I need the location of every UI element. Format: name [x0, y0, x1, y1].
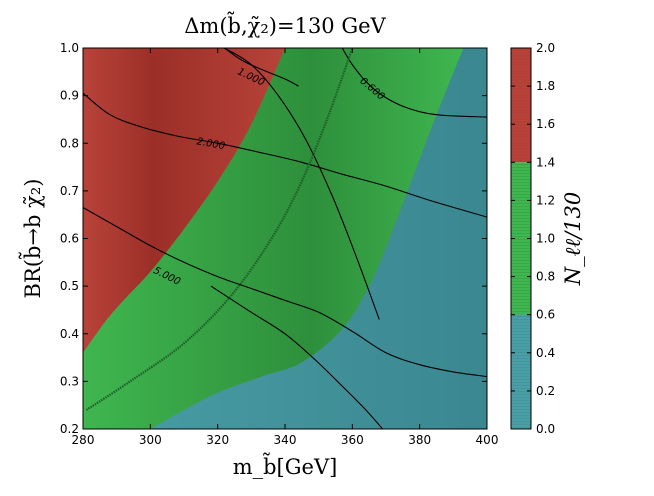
contour-line: [83, 207, 487, 378]
y-tick-label: 0.5: [60, 279, 79, 293]
colorbar-tick-label: 1.6: [536, 117, 555, 131]
colorbar-tick-label: 0.6: [536, 308, 555, 322]
colorbar-tick-label: 0.4: [536, 346, 555, 360]
contour-line: [210, 285, 384, 429]
colorbar-tick-label: 1.0: [536, 232, 555, 246]
x-tick-label: 280: [72, 433, 95, 447]
y-tick-label: 1.0: [60, 41, 79, 55]
y-tick-label: 0.8: [60, 136, 79, 150]
contour-label: 2.000: [196, 136, 226, 152]
x-tick-label: 320: [206, 433, 229, 447]
y-tick-label: 0.6: [60, 232, 79, 246]
x-tick-label: 400: [476, 433, 499, 447]
x-axis-label: m_b̃[GeV]: [233, 452, 338, 479]
x-tick-label: 380: [408, 433, 431, 447]
colorbar-tick-label: 0.2: [536, 384, 555, 398]
colorbar-tick-label: 1.8: [536, 79, 555, 93]
chart-title: Δm(b̃,χ̃₂)=130 GeV: [184, 11, 386, 38]
contour-line: [341, 48, 487, 118]
colorbar-label: N_ℓℓ/130: [561, 192, 585, 287]
y-tick-label: 0.3: [60, 374, 79, 388]
contour-line: [224, 48, 380, 320]
x-tick-label: 340: [274, 433, 297, 447]
colorbar-tick-label: 0.8: [536, 270, 555, 284]
y-tick-label: 0.9: [60, 89, 79, 103]
y-axis-label: BR(b̃→b χ̃₂): [18, 179, 45, 299]
y-tick-label: 0.4: [60, 327, 79, 341]
colorbar-tick-label: 0.0: [536, 422, 555, 436]
colorbar-tick-label: 1.4: [536, 155, 555, 169]
x-tick-label: 300: [139, 433, 162, 447]
colorbar-tick-label: 2.0: [536, 41, 555, 55]
x-tick-label: 360: [341, 433, 364, 447]
y-tick-label: 0.2: [60, 422, 79, 436]
contour-line: [85, 48, 354, 411]
contour-line: [224, 48, 299, 87]
y-tick-label: 0.7: [60, 184, 79, 198]
contour-line: [83, 92, 487, 218]
colorbar-tick-label: 1.2: [536, 193, 555, 207]
